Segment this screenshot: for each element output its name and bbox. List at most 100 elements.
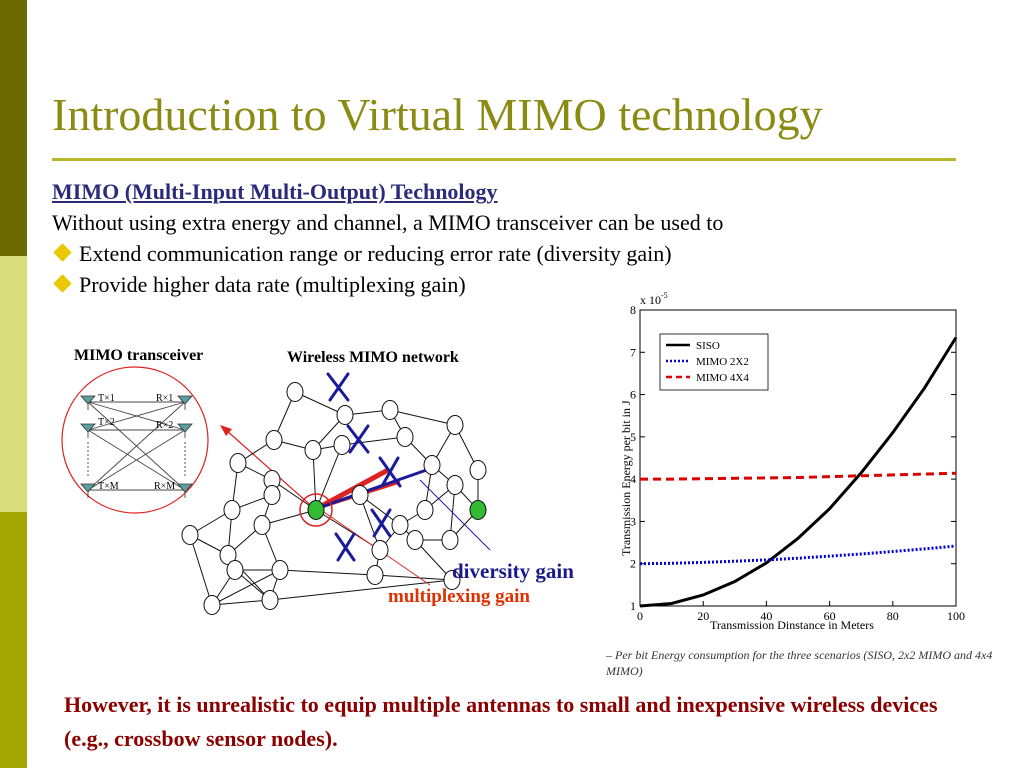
energy-chart: 1 2 3 4 5 6 7 8 0 20 40 60 80 100 x 10-5 Transmissio…: [619, 291, 965, 632]
transceiver-highlight-ring: [299, 493, 333, 527]
transceiver-zoom-circle: [61, 366, 209, 514]
network-node: [261, 590, 279, 610]
bullet-text: Extend communication range or reducing e…: [79, 241, 672, 266]
network-node: [371, 540, 389, 560]
antenna-icon: [177, 395, 193, 410]
network-node: [381, 400, 399, 420]
network-node: [391, 515, 409, 535]
intro-text: Without using extra energy and channel, …: [52, 210, 724, 235]
antenna-icon: [80, 423, 96, 438]
y-tick-label: 8: [630, 303, 636, 317]
network-label: Wireless MIMO network: [287, 349, 459, 366]
x-tick-label: 100: [947, 609, 965, 623]
network-edge: [341, 436, 406, 446]
bullet-item: Extend communication range or reducing e…: [52, 241, 672, 267]
slide-sidebar: [0, 0, 27, 768]
network-node: [441, 530, 459, 550]
network-edge: [269, 579, 453, 601]
network-edge: [211, 569, 281, 606]
chart-series: [639, 336, 958, 608]
y-tick-label: 6: [630, 388, 636, 402]
bullet-item: Provide higher data rate (multiplexing g…: [52, 272, 466, 298]
network-node: [351, 485, 369, 505]
sidebar-band-middle: [0, 256, 27, 512]
network-node: [253, 515, 271, 535]
x-tick-label: 0: [637, 609, 643, 623]
network-node: [336, 405, 354, 425]
antenna-label: R×1: [156, 393, 173, 404]
network-node: [416, 500, 434, 520]
y-axis-ticks: 1 2 3 4 5 6 7 8: [630, 303, 956, 613]
network-edge: [211, 599, 271, 606]
mimo-network-diagram: T×1 T×2 T×M R×1 R×2 R×M: [61, 366, 491, 615]
network-node: [203, 595, 221, 615]
network-node: [265, 430, 283, 450]
diamond-bullet-icon: [53, 243, 72, 262]
legend-entry: SISO: [696, 340, 720, 352]
blocked-link-icons: [326, 372, 402, 562]
y-multiplier-label: x 10-5: [640, 291, 668, 307]
blocked-link-x-icon: [346, 424, 370, 454]
network-node: [443, 570, 461, 590]
network-node: [304, 440, 322, 460]
y-tick-label: 3: [630, 514, 636, 528]
series-line: [639, 544, 957, 566]
footer-note: However, it is unrealistic to equip mult…: [64, 692, 938, 751]
network-node: [286, 382, 304, 402]
y-tick-label: 1: [630, 599, 636, 613]
antenna-icon: [177, 483, 193, 498]
network-edge: [261, 509, 317, 526]
network-edge: [315, 444, 343, 511]
diversity-pointer-line: [419, 479, 491, 551]
y-tick-label: 2: [630, 557, 636, 571]
blocked-link-x-icon: [326, 372, 350, 402]
y-tick-label: 5: [630, 430, 636, 444]
x-tick-label: 40: [760, 609, 772, 623]
network-node: [263, 485, 281, 505]
x-axis-label: Transmission Dinstance in Meters: [710, 618, 874, 632]
zoom-arrow-head-icon: [220, 425, 232, 436]
network-node: [271, 560, 289, 580]
network-node: [307, 500, 325, 520]
y-tick-label: 4: [630, 472, 636, 486]
blocked-link-x-icon: [334, 532, 356, 562]
antenna-label: T×1: [98, 393, 115, 404]
x-tick-label: 80: [887, 609, 899, 623]
x-tick-label: 60: [824, 609, 836, 623]
network-edge: [189, 534, 213, 606]
y-exponent: -5: [661, 291, 668, 300]
chart-caption: – Per bit Energy consumption for the thr…: [606, 648, 993, 678]
zoom-arrow-line: [225, 429, 317, 511]
network-node: [226, 560, 244, 580]
network-node: [469, 500, 487, 520]
bullet-text: Provide higher data rate (multiplexing g…: [79, 272, 466, 297]
antenna-label: R×2: [156, 420, 173, 431]
network-node: [406, 530, 424, 550]
slide-title: Introduction to Virtual MIMO technology: [52, 89, 823, 140]
network-node: [396, 427, 414, 447]
sidebar-band-top: [0, 0, 27, 256]
x-tick-label: 20: [697, 609, 709, 623]
network-node: [333, 435, 351, 455]
legend-entry: MIMO 4X4: [696, 372, 749, 384]
network-node: [423, 455, 441, 475]
network-edge: [374, 574, 453, 581]
antenna-label: T×M: [98, 481, 119, 492]
antenna-wiring: [87, 401, 186, 491]
antenna-icon: [80, 483, 96, 498]
network-edge: [294, 391, 346, 416]
legend: SISO MIMO 2X2 MIMO 4X4: [659, 333, 769, 391]
network-node: [181, 525, 199, 545]
title-divider: [52, 158, 956, 161]
diversity-gain-label: diversity gain: [452, 559, 574, 583]
network-node: [229, 453, 247, 473]
network-node: [446, 415, 464, 435]
network-node: [366, 565, 384, 585]
blocked-link-x-icon: [370, 508, 392, 538]
y-tick-label: 7: [630, 345, 636, 359]
x-axis-ticks: 0 20 40 60 80 100: [637, 601, 965, 623]
network-edge: [312, 449, 317, 511]
network-edge: [389, 409, 456, 426]
series-line: [639, 336, 958, 608]
network-node: [223, 500, 241, 520]
